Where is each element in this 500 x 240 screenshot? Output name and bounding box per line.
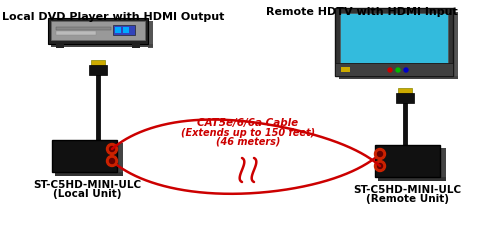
Circle shape <box>404 68 408 72</box>
Circle shape <box>374 161 386 172</box>
Text: CAT5e/6/6a Cable: CAT5e/6/6a Cable <box>198 118 298 128</box>
Circle shape <box>110 158 114 163</box>
Bar <box>52 140 117 172</box>
Circle shape <box>374 149 386 160</box>
Bar <box>55 172 123 176</box>
Text: (Extends up to 150 feet): (Extends up to 150 feet) <box>181 128 315 138</box>
Circle shape <box>110 146 114 151</box>
Circle shape <box>106 156 118 167</box>
Bar <box>339 76 458 79</box>
Bar <box>335 63 453 76</box>
Bar <box>398 88 412 96</box>
Text: Local DVD Player with HDMI Output: Local DVD Player with HDMI Output <box>2 12 224 22</box>
Bar <box>56 27 111 30</box>
Text: (Remote Unit): (Remote Unit) <box>366 194 448 204</box>
Bar <box>440 148 446 180</box>
Text: (46 meters): (46 meters) <box>216 137 280 147</box>
Circle shape <box>106 144 118 155</box>
Bar <box>48 18 148 44</box>
Bar <box>453 12 458 76</box>
Bar <box>132 44 140 48</box>
Bar <box>91 60 105 68</box>
Circle shape <box>388 68 392 72</box>
Bar <box>51 21 145 40</box>
Bar <box>56 31 96 35</box>
Bar <box>115 27 121 33</box>
Bar <box>89 65 107 75</box>
Circle shape <box>378 151 382 156</box>
Bar <box>341 67 350 72</box>
Circle shape <box>378 163 382 168</box>
Bar <box>378 177 446 181</box>
Circle shape <box>396 68 400 72</box>
Bar <box>148 21 153 48</box>
Bar <box>375 145 440 177</box>
Bar <box>117 143 123 175</box>
Text: (Local Unit): (Local Unit) <box>53 189 121 199</box>
Text: ST-C5HD-MINI-ULC: ST-C5HD-MINI-ULC <box>33 180 141 190</box>
Bar <box>113 25 135 35</box>
Text: ST-C5HD-MINI-ULC: ST-C5HD-MINI-ULC <box>353 185 461 195</box>
Bar <box>56 44 64 48</box>
Bar <box>51 44 153 47</box>
Bar <box>396 93 414 103</box>
Bar <box>335 8 453 76</box>
Bar <box>123 27 129 33</box>
Bar <box>340 13 448 63</box>
Text: Remote HDTV with HDMI Input: Remote HDTV with HDMI Input <box>266 7 458 17</box>
